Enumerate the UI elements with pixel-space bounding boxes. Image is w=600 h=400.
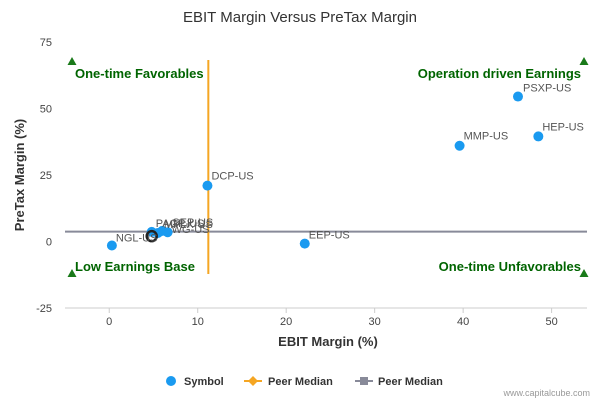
data-point-label: PSXP-US: [523, 83, 571, 95]
x-tick-label: 10: [192, 316, 204, 328]
x-tick-label: 40: [457, 316, 469, 328]
x-axis-title: EBIT Margin (%): [278, 334, 378, 349]
legend-diamond-icon: [248, 376, 258, 386]
data-point[interactable]: [533, 131, 544, 142]
data-point-labels: PSXP-US HEP-US MMP-US DCP-US EEP-US PAGP-USSE…: [116, 83, 584, 245]
data-point[interactable]: [299, 238, 310, 249]
quadrant-bottom-left-label: Low Earnings Base: [75, 259, 195, 274]
legend-label-peer-median-x: Peer Median: [268, 376, 333, 388]
data-point-label: DCP-US: [211, 171, 253, 183]
legend-item-symbol[interactable]: Symbol: [166, 376, 224, 388]
quadrant-triangle-icon: [67, 269, 77, 277]
data-point-label: SEP-US: [172, 217, 213, 229]
chart-title: EBIT Margin Versus PreTax Margin: [183, 9, 417, 26]
data-point-label: MPLX-US: [164, 219, 213, 231]
legend: Symbol Peer Median Peer Median: [166, 376, 443, 388]
data-point-label: PAGP-US: [156, 218, 205, 230]
quadrant-top-left-label: One-time Favorables: [75, 66, 204, 81]
data-point-label: HEP-US: [542, 121, 584, 133]
quadrant-triangle-icon: [579, 57, 589, 65]
x-tick-label: 30: [369, 316, 381, 328]
credit-text: www.capitalcube.com: [502, 388, 590, 398]
data-point-label: WG-US: [172, 224, 210, 236]
quadrant-triangle-icon: [67, 57, 77, 65]
y-tick-label: 0: [46, 237, 52, 249]
legend-label-symbol: Symbol: [184, 376, 224, 388]
y-tick-label: 75: [40, 37, 52, 49]
y-tick-label: 25: [40, 170, 52, 182]
legend-dot-icon: [166, 376, 176, 386]
quadrant-markers: [67, 57, 589, 277]
x-tick-label: 20: [280, 316, 292, 328]
y-axis-ticks: -25 0 25 50 75: [36, 37, 52, 315]
y-axis-title: PreTax Margin (%): [12, 119, 27, 231]
y-tick-label: -25: [36, 303, 52, 315]
quadrant-top-right-label: Operation driven Earnings: [418, 66, 581, 81]
data-point[interactable]: [202, 180, 213, 191]
legend-label-peer-median-y: Peer Median: [378, 376, 443, 388]
data-point-label: EEP-US: [309, 230, 350, 242]
data-point[interactable]: [512, 91, 523, 102]
legend-square-icon: [360, 377, 368, 385]
highlighted-point[interactable]: [145, 229, 158, 243]
data-point[interactable]: [106, 240, 117, 251]
x-axis-ticks: 0 10 20 30 40 50: [106, 308, 558, 328]
data-points: [106, 91, 544, 251]
y-tick-label: 50: [40, 104, 52, 116]
x-tick-label: 0: [106, 316, 112, 328]
legend-item-peer-median-y[interactable]: Peer Median: [355, 376, 443, 388]
data-point[interactable]: [162, 227, 173, 238]
x-tick-label: 50: [545, 316, 557, 328]
quadrant-bottom-right-label: One-time Unfavorables: [439, 259, 581, 274]
legend-item-peer-median-x[interactable]: Peer Median: [244, 376, 333, 388]
quadrant-triangle-icon: [579, 269, 589, 277]
data-point-label: NGL-US: [116, 232, 158, 244]
data-point-label: MMP-US: [464, 131, 509, 143]
data-point[interactable]: [454, 140, 465, 151]
plot-area: 0 10 20 30 40 50 -25 0 25 50 75 PSXP-US HEP-US MMP-…: [36, 37, 589, 328]
data-point[interactable]: [152, 227, 163, 238]
